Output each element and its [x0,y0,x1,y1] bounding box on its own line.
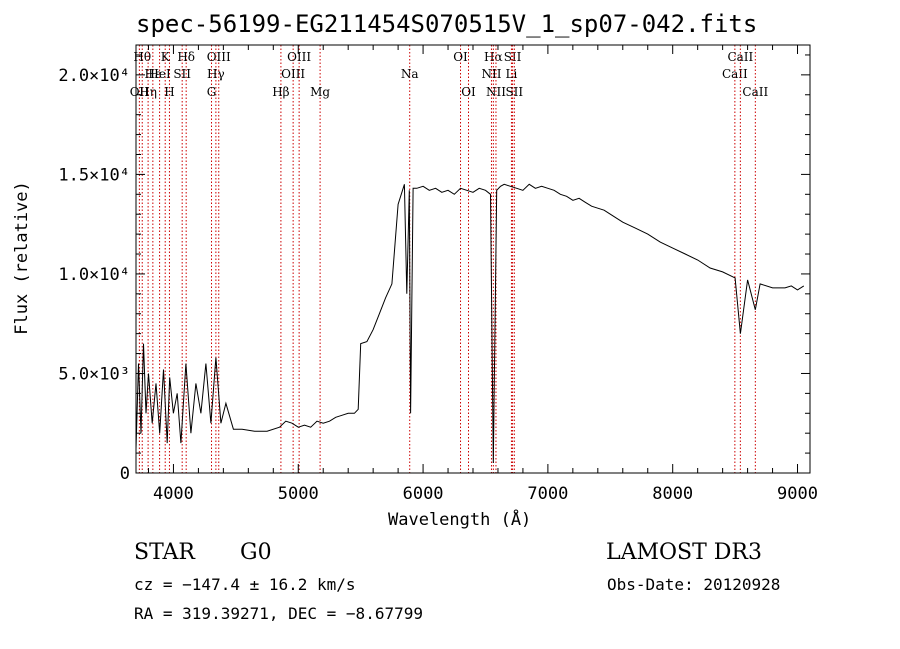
line-label: OIII [281,67,305,81]
line-label: NII [486,85,506,99]
line-label: G [207,85,217,99]
survey-name: LAMOST DR3 [606,540,762,565]
y-tick-label: 5.0×10³ [58,364,130,384]
x-axis-label: Wavelength (Å) [388,510,532,530]
line-label: CaII [722,67,748,81]
line-label: Hδ [177,50,195,64]
line-label: Hγ [207,67,225,81]
line-label: CaII [727,50,753,64]
line-label: K [161,50,171,64]
y-tick-label: 1.0×10⁴ [58,265,130,285]
plot-frame [135,44,811,474]
x-tick-label: 4000 [153,484,194,504]
line-label: NII [481,67,501,81]
line-label: Hβ [272,85,289,99]
redshift-cz: cz = −147.4 ± 16.2 km/s [134,575,356,594]
ra-dec: RA = 319.39271, DEC = −8.67799 [134,604,423,623]
line-label: Hε [145,67,162,81]
x-tick-label: 7000 [527,484,568,504]
line-label: Hα [484,50,503,64]
line-label: Hη [139,85,157,99]
line-label: OII [130,85,150,99]
line-label: Na [401,67,419,81]
y-tick-label: 0 [120,464,130,484]
x-tick-label: 5000 [278,484,319,504]
spectral-line-markers: OII Hθ Hη Hε K HeI H SII Hδ OIII Hγ G Hβ OIII OIII Mg Na… [130,45,768,473]
y-tick-label: 2.0×10⁴ [58,66,130,86]
spectrum-series [135,183,805,464]
y-axis-label: Flux (relative) [12,181,32,335]
chart-title: spec-56199-EG211454S070515V_1_sp07-042.f… [136,10,758,38]
line-label: OI [453,50,468,64]
line-label: Li [506,67,518,81]
line-label: OI [461,85,476,99]
observation-date: Obs-Date: 20120928 [607,575,781,594]
line-label: OIII [287,50,311,64]
line-label: HeI [148,67,171,81]
line-label: CaII [742,85,768,99]
line-label: Mg [310,85,330,99]
y-tick-label: 1.5×10⁴ [58,165,130,185]
line-label: OIII [207,50,231,64]
x-tick-label: 9000 [777,484,818,504]
line-label: SII [504,50,522,64]
spectrum-line [135,183,805,464]
x-tick-label: 8000 [652,484,693,504]
x-tick-label: 6000 [403,484,444,504]
object-subclass: G0 [240,540,272,565]
line-label: Hθ [133,50,151,64]
line-label: H [164,85,174,99]
line-label: SII [505,85,523,99]
line-label: SII [173,67,191,81]
axes: 4000 5000 6000 7000 8000 9000 0 5.0×10³ 1.0×10⁴ 1… [58,44,818,504]
object-class: STAR [134,540,195,565]
